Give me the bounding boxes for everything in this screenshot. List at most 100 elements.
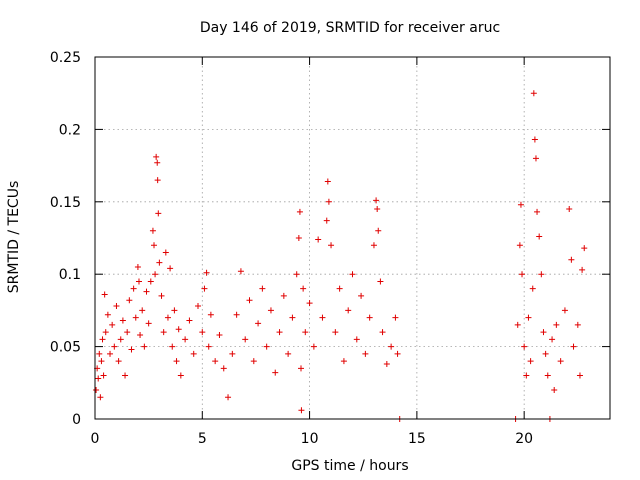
data-point (126, 297, 133, 304)
data-point (137, 332, 144, 339)
data-point (101, 291, 108, 298)
chart-title: Day 146 of 2019, SRMTID for receiver aru… (200, 20, 500, 36)
data-point (237, 268, 244, 275)
data-point (167, 265, 174, 272)
data-point (173, 358, 180, 365)
data-point (263, 343, 270, 350)
data-point (122, 372, 129, 379)
data-point (289, 314, 296, 321)
data-point (534, 208, 541, 215)
data-point (551, 387, 558, 394)
data-point (195, 303, 201, 310)
data-point (353, 336, 360, 343)
y-tick-label: 0.1 (59, 267, 81, 283)
data-point (115, 358, 122, 365)
data-point (345, 307, 352, 314)
y-tick-label: 0 (72, 412, 81, 428)
data-point (124, 329, 131, 336)
data-point (233, 311, 240, 318)
data-point (169, 343, 176, 350)
data-point (242, 336, 249, 343)
data-point (109, 321, 116, 328)
data-point (175, 326, 182, 333)
data-point (310, 343, 317, 350)
data-point (201, 285, 208, 292)
data-point (300, 285, 307, 292)
data-point (149, 227, 156, 234)
data-point (523, 372, 530, 379)
data-point (246, 297, 253, 304)
data-point (153, 153, 160, 160)
axes: 0 0.05 0.1 0.15 0.2 0.25 0 5 10 15 20 (50, 50, 611, 447)
data-point (111, 343, 118, 350)
x-axis-title: GPS time / hours (291, 458, 408, 474)
data-point (538, 271, 545, 278)
data-point (117, 336, 124, 343)
data-point (517, 201, 524, 208)
data-point (255, 320, 262, 327)
data-point (160, 329, 167, 336)
data-point (259, 285, 266, 292)
data-point (280, 292, 287, 299)
data-point (306, 300, 313, 307)
data-point (529, 285, 536, 292)
data-point (561, 307, 568, 314)
data-point (229, 350, 236, 357)
data-point (143, 288, 150, 295)
data-point (162, 249, 169, 256)
data-point (536, 233, 543, 240)
data-point (521, 343, 528, 350)
data-point (531, 136, 538, 143)
data-point (377, 278, 384, 285)
data-point (296, 208, 303, 215)
data-point (104, 311, 111, 318)
data-point (225, 394, 232, 401)
data-point (156, 259, 163, 266)
data-point (267, 307, 274, 314)
data-point (177, 372, 184, 379)
data-point (154, 177, 161, 184)
data-point (540, 329, 547, 336)
data-point (358, 292, 365, 299)
y-tick-label: 0.15 (50, 195, 81, 211)
data-point (349, 271, 356, 278)
data-point (553, 321, 560, 328)
data-point (315, 236, 322, 243)
y-axis-title: SRMTID / TECUs (6, 181, 22, 294)
data-point (205, 343, 212, 350)
data-point (570, 343, 577, 350)
data-point (579, 266, 586, 273)
data-point (152, 271, 159, 278)
data-point (379, 329, 386, 336)
data-point (285, 350, 292, 357)
grid (95, 57, 610, 419)
data-point (272, 369, 279, 376)
data-point (362, 350, 369, 357)
data-point (132, 314, 139, 321)
data-point (576, 372, 583, 379)
data-points (93, 90, 588, 422)
data-point (373, 197, 380, 204)
data-point (141, 343, 148, 350)
data-point (568, 256, 575, 263)
y-tick-label: 0.25 (50, 50, 81, 66)
data-point (557, 358, 564, 365)
data-point (383, 360, 390, 367)
data-point (220, 365, 227, 372)
data-point (128, 346, 135, 353)
data-point (203, 269, 210, 276)
data-point (525, 314, 532, 321)
data-point (375, 227, 382, 234)
data-point (336, 285, 343, 292)
y-tick-label: 0.05 (50, 340, 81, 356)
data-point (107, 350, 114, 357)
data-point (199, 329, 206, 336)
data-point (574, 321, 581, 328)
data-point (549, 336, 556, 343)
data-point (298, 407, 305, 414)
data-point (135, 278, 142, 285)
data-point (295, 235, 302, 241)
data-point (95, 375, 102, 382)
data-point (276, 329, 283, 336)
